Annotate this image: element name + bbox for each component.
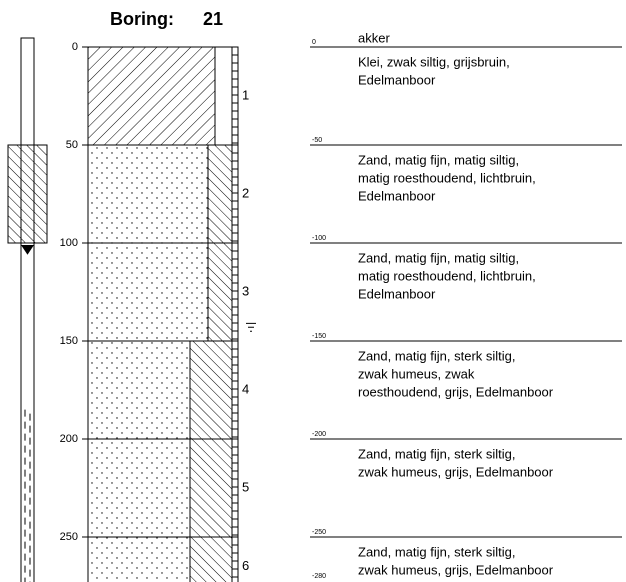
depth-label: 0 — [312, 39, 316, 46]
layer-description: Zand, matig fijn, matig siltig, — [358, 250, 519, 265]
tick-label: 0 — [72, 41, 78, 53]
filter — [8, 145, 47, 243]
layer-description: matig roesthoudend, lichtbruin, — [358, 268, 536, 283]
layer-description: Klei, zwak siltig, grijsbruin, — [358, 54, 510, 69]
layer-description: Zand, matig fijn, sterk siltig, — [358, 446, 516, 461]
layer-number: 3 — [242, 283, 249, 298]
layer-description: zwak humeus, grijs, Edelmanboor — [358, 464, 554, 479]
depth-label: -200 — [312, 431, 326, 438]
layer-band — [190, 341, 232, 439]
layer-side — [232, 341, 238, 439]
layer-band — [208, 145, 232, 243]
layer-side — [232, 47, 238, 145]
layer-side — [232, 439, 238, 537]
layer-band — [215, 47, 232, 145]
layer-description: zwak humeus, grijs, Edelmanboor — [358, 562, 554, 577]
layer-soil — [88, 47, 215, 145]
layer-description: Zand, matig fijn, sterk siltig, — [358, 544, 516, 559]
depth-label: -50 — [312, 137, 322, 144]
layer-band — [190, 439, 232, 537]
layer-side — [232, 145, 238, 243]
tick-label: 100 — [60, 237, 78, 249]
title: Boring: — [110, 9, 174, 29]
tick-label: 50 — [66, 139, 78, 151]
layer-band — [208, 243, 232, 341]
layer-number: 5 — [242, 479, 249, 494]
layer-description: Zand, matig fijn, sterk siltig, — [358, 348, 516, 363]
pipe — [21, 38, 34, 582]
boring-number: 21 — [203, 9, 223, 29]
layer-side — [232, 537, 238, 582]
layer-description: roesthoudend, grijs, Edelmanboor — [358, 384, 554, 399]
boring-log: Boring: 21 0501001502002501Klei, zwak si… — [0, 0, 626, 582]
layer-number: 1 — [242, 87, 249, 102]
layer-number: 6 — [242, 558, 249, 573]
layer-soil — [88, 243, 208, 341]
tick-label: 250 — [60, 531, 78, 543]
layer-number: 2 — [242, 185, 249, 200]
depth-label: -100 — [312, 235, 326, 242]
depth-label: -250 — [312, 529, 326, 536]
layer-soil — [88, 537, 190, 582]
layer-description: Edelmanboor — [358, 72, 436, 87]
layer-soil — [88, 145, 208, 243]
tick-label: 200 — [60, 433, 78, 445]
tick-label: 150 — [60, 335, 78, 347]
water-table-symbol — [246, 323, 256, 331]
depth-label: -150 — [312, 333, 326, 340]
layer-description: Edelmanboor — [358, 286, 436, 301]
layer-description: Zand, matig fijn, matig siltig, — [358, 152, 519, 167]
layer-description: zwak humeus, zwak — [358, 366, 475, 381]
layer-side — [232, 243, 238, 341]
layer-description: Edelmanboor — [358, 188, 436, 203]
depth-label: -280 — [312, 573, 326, 580]
layer-description: matig roesthoudend, lichtbruin, — [358, 170, 536, 185]
layer-soil — [88, 341, 190, 439]
top-label: akker — [358, 30, 390, 45]
layer-soil — [88, 439, 190, 537]
layer-number: 4 — [242, 381, 249, 396]
layer-band — [190, 537, 232, 582]
